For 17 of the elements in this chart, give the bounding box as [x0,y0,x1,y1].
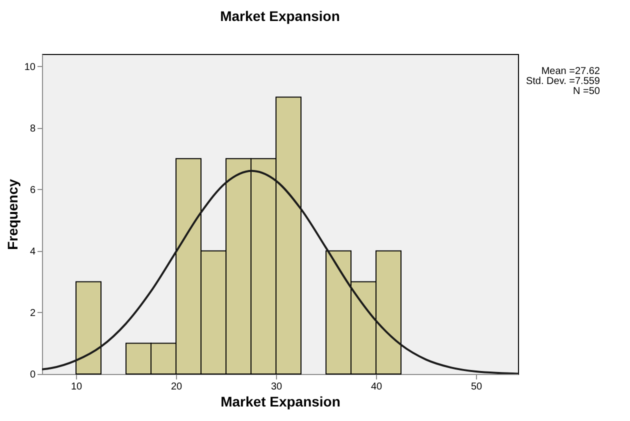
x-tick-label: 20 [170,382,182,392]
chart-title: Market Expansion [220,8,340,24]
y-tick-label: 2 [30,308,36,319]
y-tick-label: 0 [30,370,36,380]
text: Mean =27.62 [541,66,600,77]
y-tick-label: 6 [30,184,36,196]
x-tick-label: 30 [270,382,282,392]
y-tick-label: 4 [30,246,36,258]
x-tick-label: 40 [370,382,382,392]
x-axis-title: Market Expansion [220,394,340,410]
text: N =50 [573,86,600,97]
text: Std. Dev. =7.559 [526,76,600,87]
x-tick-label: 10 [70,382,82,392]
y-tick-label: 10 [24,62,36,73]
x-tick-label: 50 [470,382,482,392]
y-tick-label: 8 [30,123,36,134]
y-axis-title: Frequency [4,178,20,250]
